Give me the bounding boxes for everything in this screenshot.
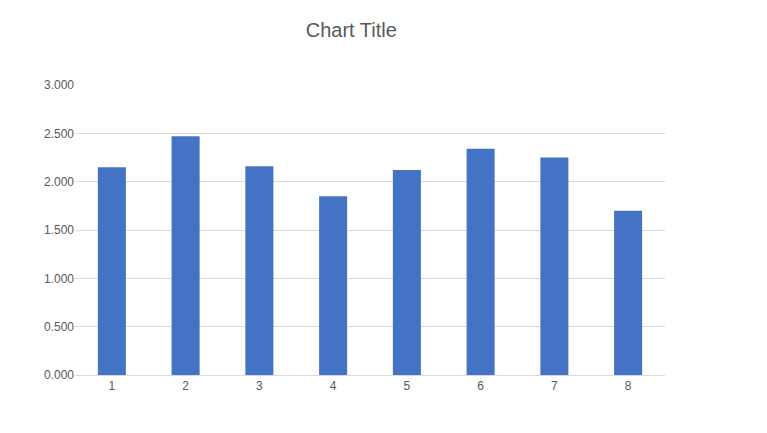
svg-text:0.500: 0.500 <box>44 320 74 334</box>
svg-text:1: 1 <box>109 379 116 393</box>
svg-text:1.000: 1.000 <box>44 272 74 286</box>
svg-text:2.000: 2.000 <box>44 175 74 189</box>
svg-text:0.000: 0.000 <box>44 368 74 382</box>
svg-text:6: 6 <box>477 379 484 393</box>
svg-text:8: 8 <box>625 379 632 393</box>
svg-text:3.000: 3.000 <box>44 78 74 92</box>
svg-text:4: 4 <box>330 379 337 393</box>
svg-text:2: 2 <box>182 379 189 393</box>
svg-text:7: 7 <box>551 379 558 393</box>
svg-text:1.500: 1.500 <box>44 223 74 237</box>
svg-text:5: 5 <box>404 379 411 393</box>
svg-text:Chart Title: Chart Title <box>306 19 397 41</box>
svg-text:3: 3 <box>256 379 263 393</box>
svg-text:2.500: 2.500 <box>44 127 74 141</box>
